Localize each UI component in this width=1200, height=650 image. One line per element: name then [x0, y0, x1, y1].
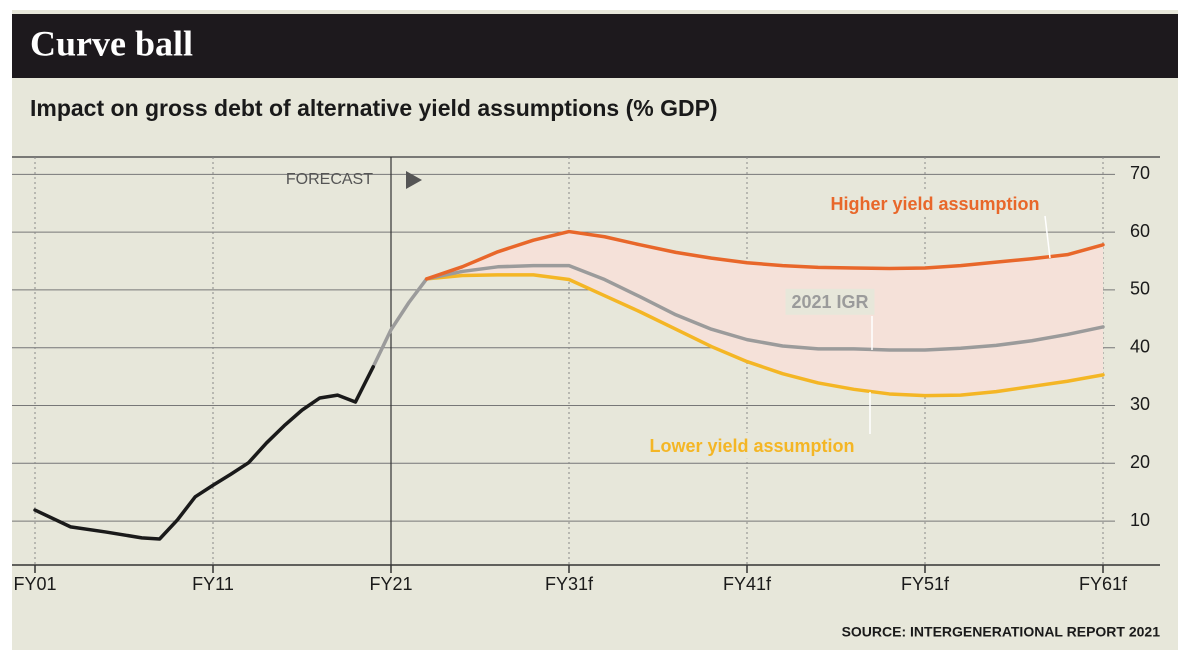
- band-layer: [426, 231, 1104, 396]
- annotation-background: [643, 432, 861, 459]
- x-tick-label: FY51f: [901, 574, 950, 594]
- y-tick-label: 10: [1130, 510, 1150, 530]
- chart-title: Curve ball: [30, 23, 193, 63]
- x-tick-label: FY61f: [1079, 574, 1128, 594]
- y-tick-label: 70: [1130, 163, 1150, 183]
- y-tick-label: 60: [1130, 221, 1150, 241]
- series-annotation: 2021 IGR: [791, 292, 868, 312]
- label-layer: 10 20 30 40 50 60 70 FY01 FY11 FY21 FY31f FY41f FY51…: [13, 163, 1150, 594]
- title-bar: [12, 14, 1178, 78]
- series-line: [424, 229, 1105, 281]
- annotation-background: [824, 190, 1046, 217]
- series-line: [424, 273, 1105, 398]
- y-tick-label: 20: [1130, 452, 1150, 472]
- y-tick-label: 50: [1130, 279, 1150, 299]
- x-tick-label: FY41f: [723, 574, 772, 594]
- series-line: [371, 263, 1105, 369]
- x-tick-label: FY11: [192, 574, 234, 594]
- y-tick-label: 40: [1130, 336, 1150, 356]
- source-note: SOURCE: INTERGENERATIONAL REPORT 2021: [842, 624, 1161, 640]
- y-tick-label: 30: [1130, 394, 1150, 414]
- x-tick-label: FY01: [13, 574, 56, 594]
- series-annotation: Lower yield assumption: [649, 436, 854, 456]
- forecast-arrow: [406, 171, 422, 189]
- series-annotation: Higher yield assumption: [830, 194, 1039, 214]
- series-line: [33, 365, 375, 541]
- chart-subtitle: Impact on gross debt of alternative yiel…: [30, 95, 718, 121]
- x-tick-label: FY31f: [545, 574, 594, 594]
- annotation-background: [785, 288, 875, 315]
- line-layer: [33, 229, 1105, 541]
- x-tick-label: FY21: [369, 574, 412, 594]
- annotation-leader: [1044, 215, 1051, 259]
- range-band: [426, 231, 1104, 396]
- forecast-label: FORECAST: [286, 171, 373, 188]
